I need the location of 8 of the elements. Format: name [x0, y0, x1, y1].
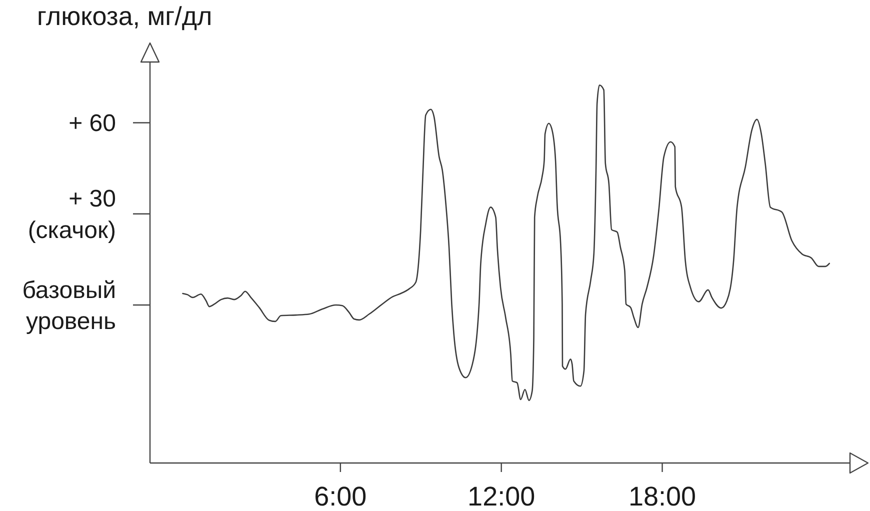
y-tick-label: + 60: [68, 110, 116, 138]
y-axis-title: глюкоза, мг/дл: [37, 1, 212, 31]
x-tick-label: 6:00: [314, 481, 367, 511]
x-tick-label: 12:00: [468, 481, 536, 511]
x-tick-label: 18:00: [628, 481, 696, 511]
line-series: [182, 84, 830, 402]
y-tick-label: + 30 (скачок): [28, 186, 116, 244]
y-tick-label: базовый уровень: [22, 276, 116, 336]
